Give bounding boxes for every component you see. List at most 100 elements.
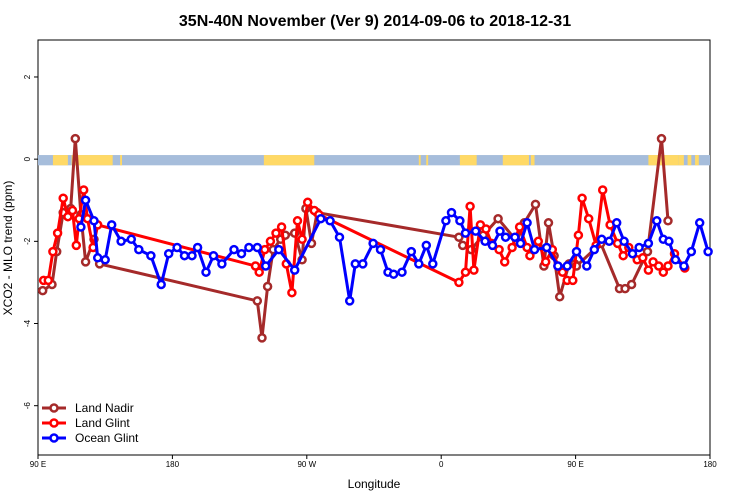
y-tick-label: 0 xyxy=(23,156,32,161)
data-point-land-nadir xyxy=(543,218,554,228)
data-point-ocean-glint xyxy=(134,244,144,255)
data-point-land-glint xyxy=(653,261,664,271)
legend-item-land-nadir: Land Nadir xyxy=(42,401,134,415)
data-point-ocean-glint xyxy=(495,226,505,236)
data-point-land-glint xyxy=(533,236,544,247)
data-point-land-glint xyxy=(499,257,510,267)
ocean-band xyxy=(38,155,710,166)
data-point-land-glint xyxy=(494,244,504,255)
data-point-land-glint xyxy=(297,234,307,245)
data-point-ocean-glint xyxy=(643,238,654,249)
data-point-land-nadir xyxy=(656,133,667,144)
data-point-ocean-glint xyxy=(80,195,91,205)
data-point-ocean-glint xyxy=(596,234,607,245)
data-point-ocean-glint xyxy=(76,222,86,232)
land-segment xyxy=(678,155,684,166)
data-point-ocean-glint xyxy=(368,238,378,249)
data-point-ocean-glint xyxy=(414,259,424,269)
data-point-land-nadir xyxy=(493,213,503,224)
land-segment xyxy=(426,155,429,166)
data-point-ocean-glint xyxy=(480,236,490,247)
data-point-land-glint xyxy=(48,246,58,257)
data-point-ocean-glint xyxy=(487,240,498,251)
data-point-ocean-glint xyxy=(163,248,174,259)
data-point-land-glint xyxy=(618,250,628,261)
data-point-ocean-glint xyxy=(686,246,697,257)
data-point-ocean-glint xyxy=(652,216,662,226)
data-point-ocean-glint xyxy=(325,216,335,226)
data-point-land-glint xyxy=(643,265,654,275)
legend-item-land-glint: Land Glint xyxy=(42,416,130,430)
data-point-land-nadir xyxy=(530,199,541,210)
data-point-land-glint xyxy=(58,193,68,203)
series-ocean-glint xyxy=(76,195,713,306)
data-point-land-nadir xyxy=(252,296,263,306)
data-point-land-glint xyxy=(573,230,584,240)
data-point-land-glint xyxy=(583,213,594,224)
legend-label: Land Glint xyxy=(75,416,130,430)
data-point-land-glint xyxy=(254,267,264,277)
data-point-land-glint xyxy=(481,224,491,234)
series-line-land-nadir xyxy=(41,137,670,340)
data-point-land-glint xyxy=(658,267,669,277)
data-point-ocean-glint xyxy=(604,236,614,247)
y-tick-label: 2 xyxy=(23,74,32,79)
data-point-ocean-glint xyxy=(446,207,457,218)
data-point-land-glint xyxy=(638,253,648,263)
data-point-land-glint xyxy=(568,275,578,286)
data-point-ocean-glint xyxy=(344,296,355,306)
data-point-ocean-glint xyxy=(92,253,103,263)
data-point-ocean-glint xyxy=(350,259,361,269)
data-point-ocean-glint xyxy=(358,259,368,269)
legend-label: Ocean Glint xyxy=(75,431,139,445)
data-point-land-glint xyxy=(287,287,297,298)
data-point-ocean-glint xyxy=(388,269,399,279)
data-point-ocean-glint xyxy=(179,250,190,261)
data-point-land-glint xyxy=(67,205,78,216)
land-segment xyxy=(263,155,315,166)
data-point-ocean-glint xyxy=(100,255,110,265)
data-point-land-nadir xyxy=(262,281,273,292)
data-point-ocean-glint xyxy=(428,259,438,269)
data-point-land-glint xyxy=(540,257,551,267)
data-point-ocean-glint xyxy=(703,246,713,257)
land-segment xyxy=(502,155,529,166)
legend-swatch-marker xyxy=(49,433,59,443)
data-point-land-nadir xyxy=(663,216,673,226)
data-point-ocean-glint xyxy=(571,246,582,257)
data-point-land-glint xyxy=(663,261,673,271)
land-segment xyxy=(52,155,68,166)
legend-swatch-marker xyxy=(49,403,59,413)
data-point-land-glint xyxy=(292,216,303,226)
data-point-land-glint xyxy=(514,222,525,232)
data-point-ocean-glint xyxy=(244,242,254,253)
x-axis: 90 E 180 90 W 0 90 E 180 xyxy=(30,455,717,469)
legend-swatch-marker xyxy=(49,418,59,428)
chart-title: 35N-40N November (Ver 9) 2014-09-06 to 2… xyxy=(179,13,571,30)
data-point-land-nadir xyxy=(454,232,464,242)
data-point-land-glint xyxy=(260,244,270,255)
data-point-land-glint xyxy=(52,228,63,238)
data-point-ocean-glint xyxy=(421,240,432,251)
land-segment xyxy=(71,155,113,166)
land-segment xyxy=(459,155,477,166)
data-point-land-nadir xyxy=(554,292,565,302)
land-segment xyxy=(418,155,421,166)
data-point-ocean-glint xyxy=(252,242,263,253)
data-point-ocean-glint xyxy=(510,232,520,242)
series-line-land-glint xyxy=(43,188,687,295)
data-point-ocean-glint xyxy=(126,234,137,245)
data-point-land-nadir xyxy=(457,240,468,251)
data-point-ocean-glint xyxy=(236,248,247,259)
data-point-land-glint xyxy=(78,185,89,195)
data-point-land-glint xyxy=(460,267,471,277)
data-point-ocean-glint xyxy=(146,250,156,261)
data-point-land-nadir xyxy=(626,279,637,290)
x-tick-label: 90 E xyxy=(30,460,46,469)
data-point-ocean-glint xyxy=(634,242,644,253)
x-tick-label: 180 xyxy=(703,460,717,469)
x-tick-label: 180 xyxy=(166,460,180,469)
series-land-glint xyxy=(38,185,690,298)
legend-item-ocean-glint: Ocean Glint xyxy=(42,431,139,445)
